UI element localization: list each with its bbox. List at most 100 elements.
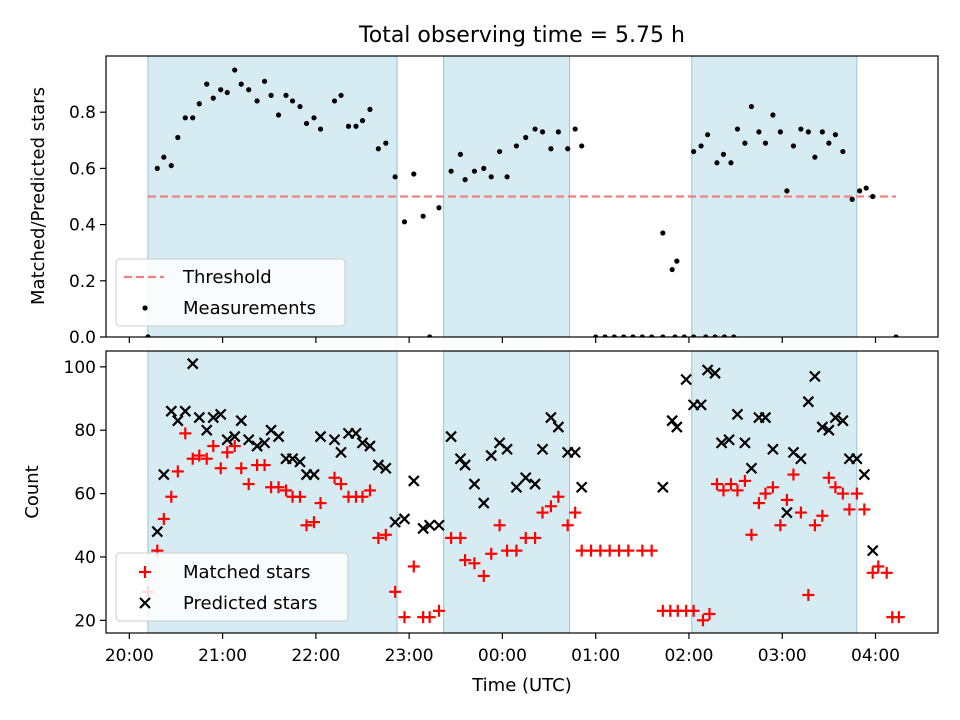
predicted-star-point — [477, 497, 490, 509]
matched-star-point — [731, 484, 744, 497]
matched-star-point — [892, 611, 905, 624]
predicted-star-point — [165, 405, 178, 417]
matched-star-point — [561, 519, 574, 532]
measurement-point — [826, 140, 832, 146]
measurement-point — [691, 148, 697, 155]
matched-star-point — [407, 560, 420, 573]
measurement-point — [232, 67, 238, 73]
x-tick-label: 02:00 — [664, 646, 713, 666]
x-tick-label: 00:00 — [478, 646, 527, 666]
matched-star-point — [335, 478, 348, 491]
legend-predicted-label: Predicted stars — [183, 593, 317, 614]
matched-star-point — [510, 544, 523, 557]
measurement-point — [832, 132, 838, 138]
x-tick-label: 23:00 — [385, 646, 434, 666]
matched-star-point — [836, 487, 849, 500]
predicted-star-point — [552, 421, 565, 433]
measurement-point — [383, 140, 389, 146]
predicted-star-point — [258, 437, 271, 449]
predicted-star-point — [179, 405, 192, 417]
matched-star-point — [221, 446, 234, 459]
measurement-point — [849, 196, 855, 202]
predicted-star-point — [398, 513, 411, 525]
predicted-star-point — [433, 519, 445, 532]
y-tick-label: 0.2 — [69, 272, 96, 292]
predicted-star-point — [454, 452, 467, 465]
measurement-point — [777, 129, 783, 135]
y-tick-label: 20 — [74, 611, 96, 631]
predicted-star-point — [767, 443, 779, 456]
predicted-star-point — [519, 471, 532, 484]
ratio-x-ticks — [128, 337, 877, 343]
x-tick-label: 20:00 — [105, 646, 154, 666]
y-tick-label: 0.0 — [69, 328, 96, 348]
measurement-point — [345, 123, 352, 129]
legend-predicted-swatch — [139, 597, 151, 609]
matched-star-point — [880, 566, 893, 579]
x-tick-label: 03:00 — [758, 646, 807, 666]
measurement-point — [297, 103, 303, 110]
predicted-star-point — [501, 443, 513, 456]
measurement-point — [681, 334, 687, 337]
measurement-point — [672, 334, 678, 337]
predicted-star-point — [858, 468, 871, 481]
measurement-point — [420, 213, 426, 219]
measurement-point — [289, 98, 296, 104]
measurement-point — [427, 334, 433, 337]
predicted-star-point — [242, 433, 255, 446]
measurement-point — [481, 165, 487, 171]
legend-measurements-label: Measurements — [183, 298, 316, 319]
matched-star-point — [423, 611, 436, 624]
predicted-star-point — [356, 437, 369, 449]
predicted-star-point — [536, 443, 549, 456]
matched-star-point — [468, 557, 481, 570]
matched-star-point — [872, 560, 885, 573]
count-y-label: Count — [22, 465, 43, 518]
predicted-star-point — [272, 430, 285, 443]
ratio-legend: Threshold Measurements — [115, 258, 346, 327]
count-legend: Matched stars Predicted stars — [115, 552, 349, 622]
matched-star-point — [544, 500, 557, 513]
measurement-point — [392, 174, 398, 180]
measurement-point — [742, 140, 748, 146]
predicted-star-point — [207, 411, 220, 424]
predicted-star-point — [228, 430, 241, 443]
predicted-star-point — [214, 408, 227, 421]
predicted-star-point — [701, 364, 714, 376]
matched-star-point — [787, 468, 800, 481]
y-tick-label: 80 — [74, 421, 96, 441]
y-tick-label: 0.8 — [69, 103, 96, 123]
predicted-star-point — [666, 414, 678, 427]
x-tick-label: 01:00 — [571, 646, 620, 666]
matched-star-point — [843, 503, 856, 516]
predicted-star-point — [731, 408, 744, 421]
measurement-point — [565, 146, 571, 152]
predicted-star-point — [308, 468, 320, 481]
legend-matched-swatch — [139, 566, 151, 578]
matched-star-point — [780, 493, 793, 506]
predicted-star-point — [723, 433, 735, 446]
y-tick-label: 60 — [74, 485, 96, 505]
count-x-ticks: 20:00 21:00 22:00 23:00 00:00 01:00 02:00 03:00… — [105, 633, 900, 666]
matched-stars-points — [141, 427, 905, 627]
matched-star-point — [485, 547, 498, 560]
measurement-point — [770, 112, 776, 118]
predicted-star-point — [286, 452, 299, 465]
measurement-point — [168, 162, 174, 169]
legend-measurements-swatch — [142, 305, 148, 311]
predicted-star-point — [235, 414, 248, 427]
measurement-point — [161, 154, 167, 160]
matched-star-point — [622, 544, 635, 557]
matched-star-point — [477, 569, 490, 582]
legend-matched-label: Matched stars — [183, 562, 310, 583]
measurement-point — [555, 129, 561, 135]
measurement-point — [246, 87, 252, 93]
matched-star-point — [186, 452, 199, 465]
measurement-point — [703, 334, 709, 337]
measurement-point — [261, 78, 268, 84]
measurement-point — [204, 81, 210, 87]
predicted-star-point — [802, 395, 815, 408]
y-tick-label: 0.6 — [69, 159, 96, 179]
predicted-star-point — [335, 446, 347, 459]
predicted-star-point — [709, 367, 721, 379]
